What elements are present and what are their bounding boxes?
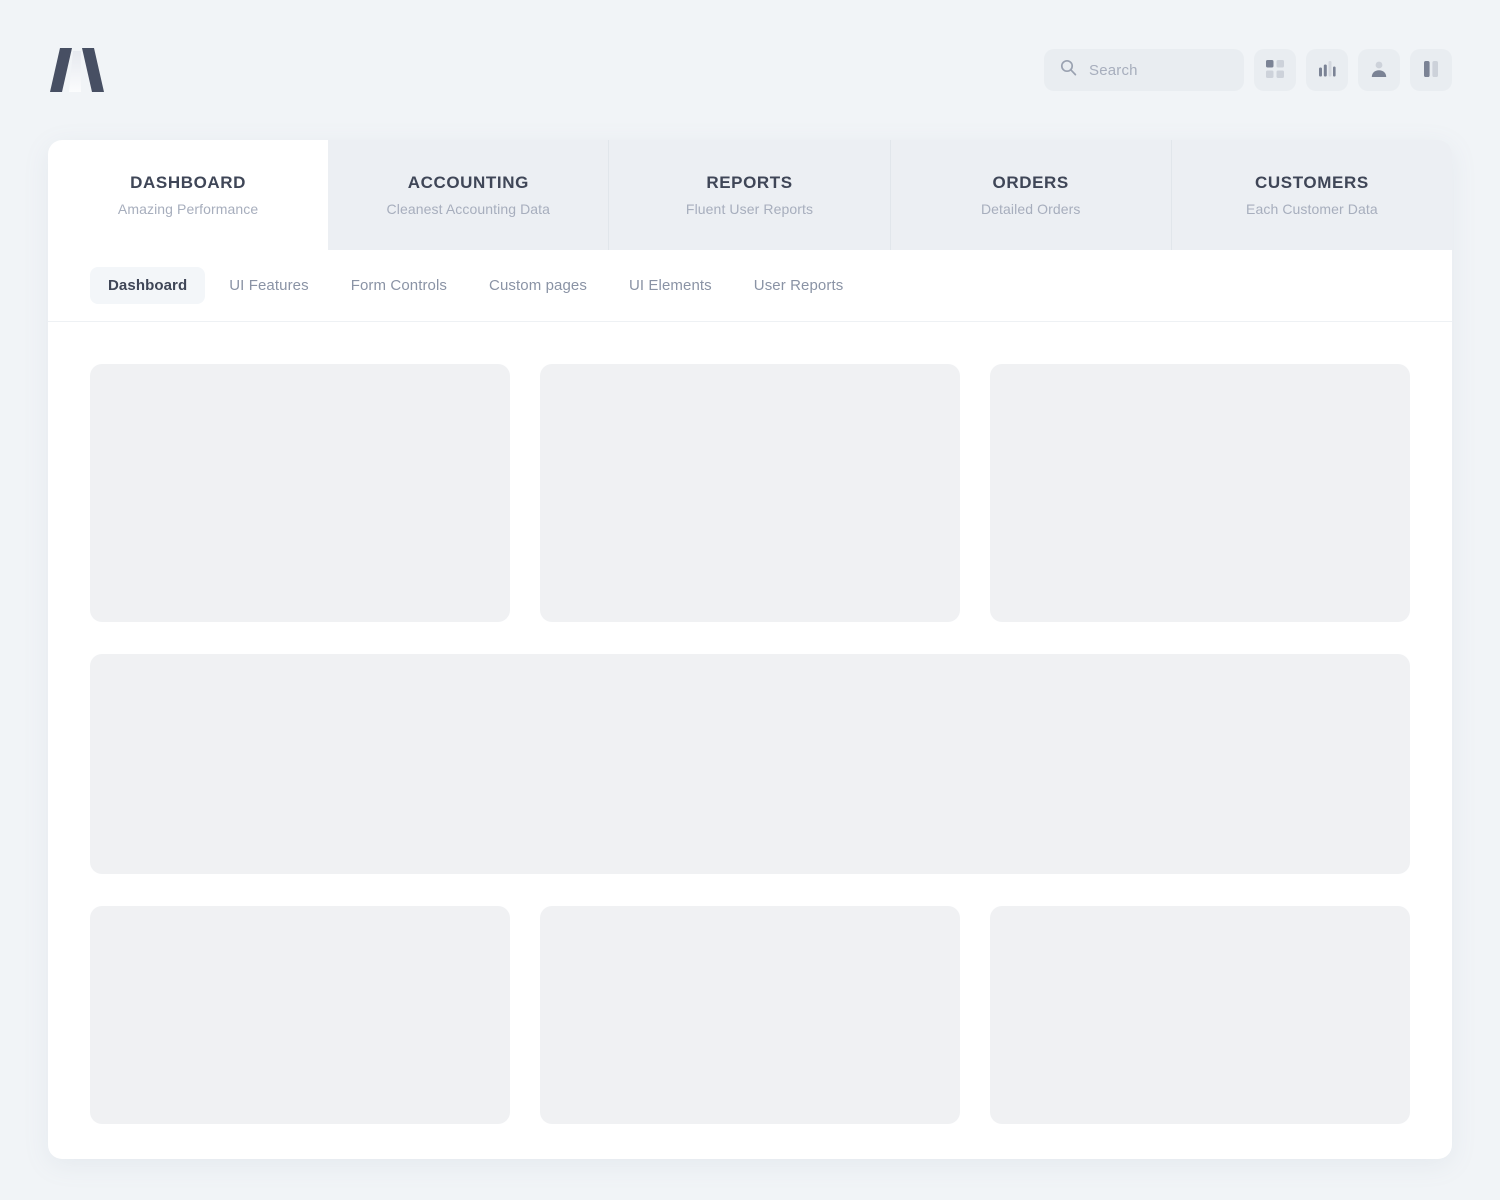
subnav-item-ui-elements[interactable]: UI Elements [628,277,712,294]
subnav-item-user-reports[interactable]: User Reports [753,277,844,294]
tab-orders[interactable]: ORDERS Detailed Orders [890,140,1172,250]
placeholder-row-middle [90,654,1410,874]
placeholder-row-top [90,364,1410,622]
placeholder-row-bottom [90,906,1410,1124]
placeholder-block [990,364,1410,622]
placeholder-block [540,906,960,1124]
tab-subtitle: Detailed Orders [980,201,1081,217]
tab-accounting[interactable]: ACCOUNTING Cleanest Accounting Data [328,140,610,250]
primary-tab-bar: DASHBOARD Amazing Performance ACCOUNTING… [48,140,1452,250]
tab-title: ORDERS [992,173,1069,192]
placeholder-block [90,654,1410,874]
tab-subtitle: Fluent User Reports [685,201,814,217]
tab-reports[interactable]: REPORTS Fluent User Reports [609,140,891,250]
grid-icon [1266,59,1284,81]
apps-grid-button[interactable] [1254,49,1296,91]
brand-logo-m[interactable] [48,47,106,93]
analytics-button[interactable] [1306,49,1348,91]
search-input[interactable] [1089,61,1219,79]
tab-title: CUSTOMERS [1255,173,1369,192]
account-button[interactable] [1358,49,1400,91]
bar-chart-icon [1318,60,1336,81]
columns-icon [1423,60,1439,81]
main-card: DASHBOARD Amazing Performance ACCOUNTING… [48,140,1452,1159]
top-bar-actions [1044,49,1452,91]
top-bar [0,0,1500,140]
tab-dashboard[interactable]: DASHBOARD Amazing Performance [48,140,329,250]
secondary-nav: Dashboard UI Features Form Controls Cust… [48,250,1452,322]
search-icon [1060,59,1077,81]
tab-title: REPORTS [706,173,793,192]
placeholder-block [540,364,960,622]
tab-customers[interactable]: CUSTOMERS Each Customer Data [1171,140,1452,250]
content-area [48,322,1452,1159]
tab-title: DASHBOARD [130,173,247,192]
tab-subtitle: Cleanest Accounting Data [386,201,551,217]
subnav-item-custom-pages[interactable]: Custom pages [489,277,587,294]
subnav-item-ui-features[interactable]: UI Features [229,277,309,294]
tab-subtitle: Each Customer Data [1246,201,1378,217]
tab-title: ACCOUNTING [407,173,529,192]
layout-panels-button[interactable] [1410,49,1452,91]
placeholder-block [90,364,510,622]
placeholder-block [990,906,1410,1124]
search-box[interactable] [1044,49,1244,91]
subnav-item-form-controls[interactable]: Form Controls [350,277,448,294]
tab-subtitle: Amazing Performance [117,201,259,217]
placeholder-block [90,906,510,1124]
subnav-item-dashboard[interactable]: Dashboard [90,267,206,304]
user-icon [1370,60,1388,81]
